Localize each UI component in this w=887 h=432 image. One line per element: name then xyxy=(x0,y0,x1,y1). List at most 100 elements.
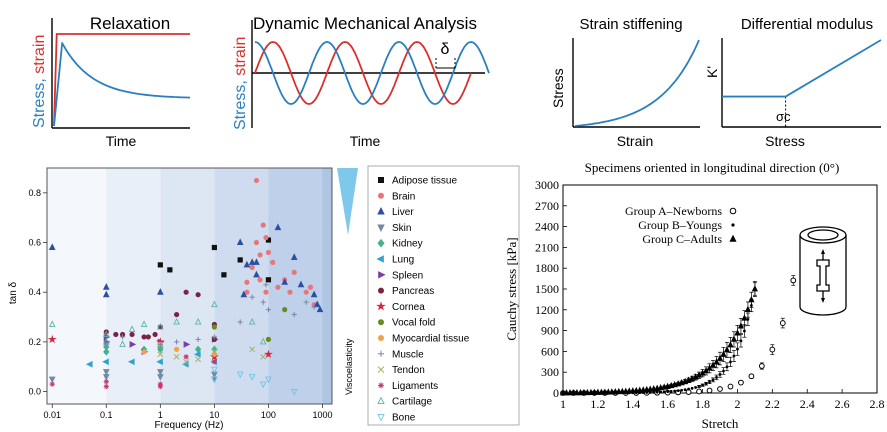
data-point-bone xyxy=(290,389,298,396)
data-point-triangle xyxy=(716,354,724,361)
data-point-ligaments xyxy=(183,354,189,360)
x-tick-label: 1 xyxy=(158,410,163,420)
data-point-open-circle xyxy=(706,387,713,394)
stiffening-curve xyxy=(574,39,700,127)
tan-delta-points xyxy=(47,177,324,396)
data-point-brain xyxy=(257,252,263,258)
tan-delta-legend-frame xyxy=(367,165,520,426)
legend-entry: Cornea xyxy=(392,302,425,313)
x-tick-label: 2.2 xyxy=(765,397,780,411)
data-point-muscle xyxy=(249,294,255,300)
data-point-triangle xyxy=(737,322,745,329)
data-point-cartilage xyxy=(259,337,267,345)
data-point-ligaments xyxy=(103,379,109,385)
data-point-triangle xyxy=(713,358,720,365)
data-point-liver xyxy=(316,305,324,313)
y-tick-label: 2400 xyxy=(535,220,559,234)
legend-entry: Myocardial tissue xyxy=(392,334,470,345)
data-point-liver xyxy=(253,270,260,278)
data-point-dot xyxy=(743,329,746,333)
y-tick-label: 0.8 xyxy=(28,188,41,198)
legend-marker xyxy=(729,207,737,215)
data-point-cartilage xyxy=(194,317,202,325)
cauchy-points xyxy=(559,275,797,396)
data-point-brain xyxy=(291,269,297,275)
data-point-bone xyxy=(248,374,256,381)
data-point-skin xyxy=(48,376,56,384)
y-tick-label: 300 xyxy=(541,365,559,379)
data-point-brain xyxy=(287,289,293,295)
data-point-skin xyxy=(157,374,164,381)
cauchy-ticks: 1 1.2 1.4 1.6 1.8 2 2.2 2.4 2.6 2.8 0 300 600 900 1200… xyxy=(535,178,885,411)
data-point-liver xyxy=(243,260,251,268)
data-point-muscle xyxy=(195,336,201,343)
legend-marker xyxy=(731,223,735,227)
data-point-kidney xyxy=(103,348,110,356)
data-point-muscle xyxy=(211,334,217,340)
data-point-skin xyxy=(102,369,110,376)
data-point-adipose-tissue xyxy=(237,257,243,263)
data-point-brain xyxy=(244,279,250,285)
relaxation-stress-line xyxy=(53,42,191,127)
cauchy-xlabel: Stretch xyxy=(702,416,739,431)
data-point-dot xyxy=(669,389,673,393)
data-point-muscle xyxy=(237,319,243,325)
diffmod-axes xyxy=(721,38,881,128)
x-tick-label: 10 xyxy=(209,410,219,420)
y-tick-label: 3000 xyxy=(535,178,559,192)
legend-entry: Liver xyxy=(392,207,414,218)
data-point-tendon xyxy=(211,348,218,355)
differential-modulus-panel: Differential modulus K' σc Stress xyxy=(705,16,882,149)
x-tick-label: 1000 xyxy=(312,410,332,420)
legend-entry: Group A–Newborns xyxy=(625,204,722,218)
data-point-adipose-tissue xyxy=(167,267,173,273)
data-point-tendon xyxy=(195,356,202,363)
data-point-muscle xyxy=(291,311,297,318)
data-point-bone xyxy=(211,366,218,374)
data-point-triangle xyxy=(748,295,755,303)
legend-entry: Brain xyxy=(392,191,415,202)
legend-marker xyxy=(378,350,384,357)
data-point-brain xyxy=(275,284,281,290)
data-point-cartilage xyxy=(119,340,126,347)
data-point-bone xyxy=(259,381,267,389)
y-tick-label: 0.0 xyxy=(28,387,41,397)
y-tick-label: 900 xyxy=(541,324,559,338)
data-point-brain xyxy=(307,284,314,290)
frequency-band xyxy=(106,168,161,404)
data-point-dot xyxy=(715,375,718,379)
data-point-triangle xyxy=(744,305,752,312)
viscoelasticity-label: Viscoelasticity xyxy=(344,338,354,395)
x-tick-label: 1.8 xyxy=(695,397,710,411)
dma-panel: Dynamic Mechanical Analysis δ Stress, st… xyxy=(232,14,490,149)
data-point-muscle xyxy=(260,299,266,305)
data-point-liver xyxy=(274,223,282,231)
y-tick-label: 1500 xyxy=(535,282,559,296)
data-point-liver xyxy=(102,290,110,298)
data-point-pancreas xyxy=(141,334,147,340)
frequency-band xyxy=(47,168,107,404)
x-tick-label: 0.1 xyxy=(100,410,113,420)
legend-entry: Adipose tissue xyxy=(392,176,457,187)
diffmod-curve xyxy=(722,39,882,98)
data-point-vocal-fold xyxy=(282,307,288,313)
legend-marker xyxy=(378,287,384,294)
data-point-dot xyxy=(697,385,701,388)
data-point-pancreas xyxy=(183,289,189,295)
legend-marker xyxy=(378,382,384,389)
data-point-pancreas xyxy=(145,334,151,340)
legend-entry: Group C–Adults xyxy=(642,232,722,246)
tan-delta-plot-frame xyxy=(46,167,333,405)
relaxation-title: Relaxation xyxy=(90,14,170,33)
strain-stiffening-panel: Strain stiffening Stress Strain xyxy=(550,16,700,149)
data-point-dot xyxy=(676,389,680,393)
data-point-cartilage xyxy=(128,325,136,333)
legend-marker xyxy=(377,414,385,422)
data-point-muscle xyxy=(311,304,317,310)
data-point-bone xyxy=(236,371,244,379)
data-point-cartilage xyxy=(140,320,148,328)
relaxation-xlabel: Time xyxy=(106,133,137,149)
tan-delta-legend: Adipose tissue Brain Liver Skin Kidney Lung Sp… xyxy=(376,176,470,424)
x-tick-label: 1.2 xyxy=(590,397,605,411)
data-point-muscle xyxy=(303,299,309,305)
